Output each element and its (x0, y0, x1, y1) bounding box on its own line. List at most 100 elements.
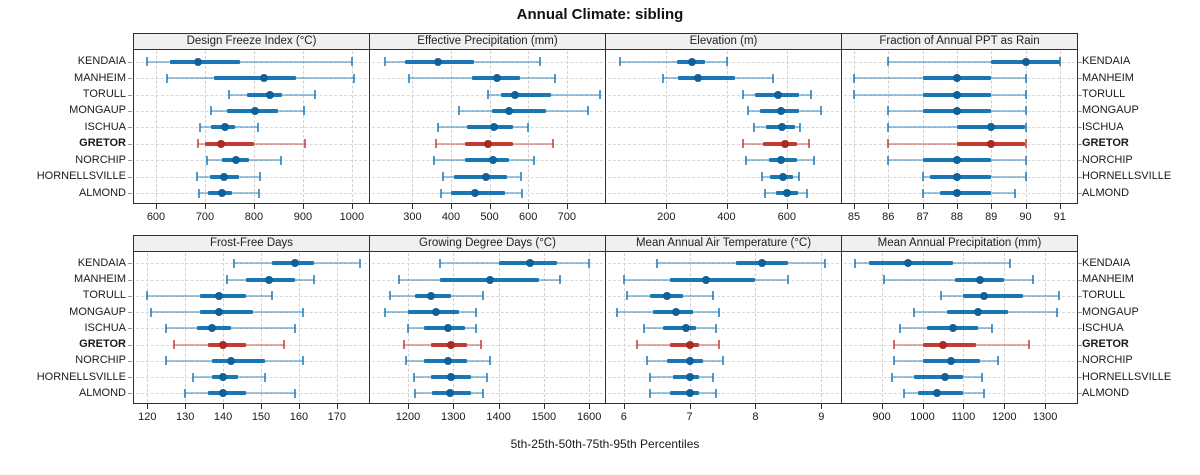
x-tick (963, 404, 965, 409)
median-dot (193, 57, 202, 66)
median-dot (782, 189, 791, 198)
whisker-cap-low (892, 340, 895, 350)
horizontal-gridline (372, 295, 603, 297)
whisker-cap-high (982, 388, 985, 398)
whisker-cap-high (257, 188, 260, 198)
row-label-left-ischua: ISCHUA (84, 321, 126, 334)
median-dot (215, 308, 224, 317)
whisker-cap-low (441, 172, 444, 182)
whisker-cap-low (887, 155, 890, 165)
whisker-cap-low (761, 172, 764, 182)
whisker-cap-high (1058, 291, 1061, 301)
whisker-cap-high (481, 291, 484, 301)
median-dot (941, 373, 949, 382)
horizontal-gridline (608, 328, 839, 330)
row-tick-left (128, 127, 132, 129)
whisker-cap-high (282, 340, 285, 350)
whisker-cap-high (480, 340, 483, 350)
row-label-left-norchip: NORCHIP (75, 153, 126, 166)
x-tick-label: 1500 (531, 411, 557, 423)
x-tick (489, 204, 491, 209)
row-tick-right (1078, 377, 1082, 379)
panel-header: Effective Precipitation (mm) (369, 33, 606, 50)
vertical-gridline (185, 253, 187, 402)
horizontal-gridline (608, 61, 839, 63)
median-dot (672, 308, 681, 317)
iqr-bar (762, 141, 798, 146)
row-label-right-kendaia: KENDAIA (1082, 55, 1131, 67)
x-tick-label: 89 (985, 211, 998, 223)
whisker-cap-high (1024, 90, 1027, 99)
row-label-right-mongaup: MONGAUP (1082, 305, 1139, 318)
horizontal-gridline (372, 328, 603, 330)
x-tick-label: 1300 (1032, 411, 1058, 423)
x-tick (1025, 204, 1027, 209)
panel-header: Frost-Free Days (133, 235, 370, 252)
median-dot (493, 74, 502, 82)
row-tick-right (1078, 160, 1082, 162)
horizontal-gridline (608, 160, 839, 162)
x-tick-label: 500 (480, 211, 499, 223)
x-tick (298, 404, 300, 409)
whisker-cap-high (314, 90, 317, 99)
median-dot (526, 259, 535, 268)
row-label-right-gretor: GRETOR (1082, 338, 1129, 351)
median-dot (685, 340, 694, 349)
iqr-bar (464, 158, 509, 163)
whisker-cap-high (304, 139, 307, 149)
row-label-right-gretor: GRETOR (1082, 137, 1129, 150)
vertical-gridline (336, 253, 338, 402)
whisker-cap-low (206, 155, 209, 165)
whisker-cap-high (301, 356, 304, 366)
vertical-gridline (253, 51, 255, 202)
x-tick (253, 204, 255, 209)
whisker-cap-low (438, 258, 441, 268)
row-tick-left (128, 61, 132, 63)
whisker-cap-high (279, 155, 282, 165)
whisker-cap-high (991, 323, 993, 333)
vertical-gridline (351, 51, 353, 202)
x-tick (543, 404, 545, 409)
whisker-line (888, 60, 1060, 63)
page-title: Annual Climate: sibling (516, 6, 684, 23)
whisker-cap-low (853, 90, 855, 99)
panel-1: Design Freeze Index (°C) 600 700 800 900 1000 (133, 33, 370, 232)
horizontal-gridline (608, 176, 839, 178)
x-tick (689, 404, 691, 409)
row-label-left-almond: ALMOND (78, 386, 126, 399)
panel-plot (841, 50, 1078, 204)
horizontal-gridline (372, 263, 603, 265)
panel-7: Mean Annual Air Temperature (°C) 6 7 8 9 (605, 235, 842, 432)
iqr-bar (669, 277, 756, 282)
horizontal-gridline (608, 263, 839, 265)
median-dot (445, 389, 454, 398)
x-tick (147, 404, 149, 409)
whisker-cap-low (172, 340, 175, 350)
x-tick (223, 404, 225, 409)
median-dot (443, 356, 452, 365)
whisker-cap-high (1024, 172, 1027, 182)
panel-header: Design Freeze Index (°C) (133, 33, 370, 50)
row-tick-left (128, 193, 132, 195)
median-dot (685, 356, 694, 365)
row-label-left-norchip: NORCHIP (75, 354, 126, 367)
median-dot (975, 275, 984, 284)
median-dot (216, 139, 225, 148)
median-dot (443, 324, 452, 333)
vertical-gridline (156, 51, 157, 202)
x-tick (566, 204, 568, 209)
row-tick-right (1078, 78, 1082, 79)
whisker-cap-low (165, 356, 168, 366)
x-tick-label: 9 (818, 411, 825, 423)
whisker-cap-high (714, 323, 717, 333)
iqr-bar (213, 76, 297, 80)
iqr-bar (200, 310, 254, 315)
median-dot (266, 90, 275, 99)
whisker-cap-high (823, 258, 826, 268)
x-tick-label: 400 (441, 211, 461, 223)
whisker-cap-high (1024, 155, 1027, 165)
x-tick (498, 404, 500, 409)
row-label-left-hornellsville: HORNELLSVILLE (36, 170, 126, 183)
row-label-right-hornellsville: HORNELLSVILLE (1082, 170, 1172, 183)
whisker-cap-low (853, 73, 855, 83)
